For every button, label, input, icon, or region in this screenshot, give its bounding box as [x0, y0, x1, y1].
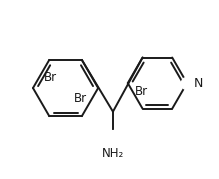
Text: Br: Br: [44, 71, 57, 84]
Text: Br: Br: [74, 92, 87, 105]
Text: NH₂: NH₂: [102, 147, 124, 160]
Text: Br: Br: [135, 85, 148, 98]
Text: N: N: [194, 77, 203, 90]
